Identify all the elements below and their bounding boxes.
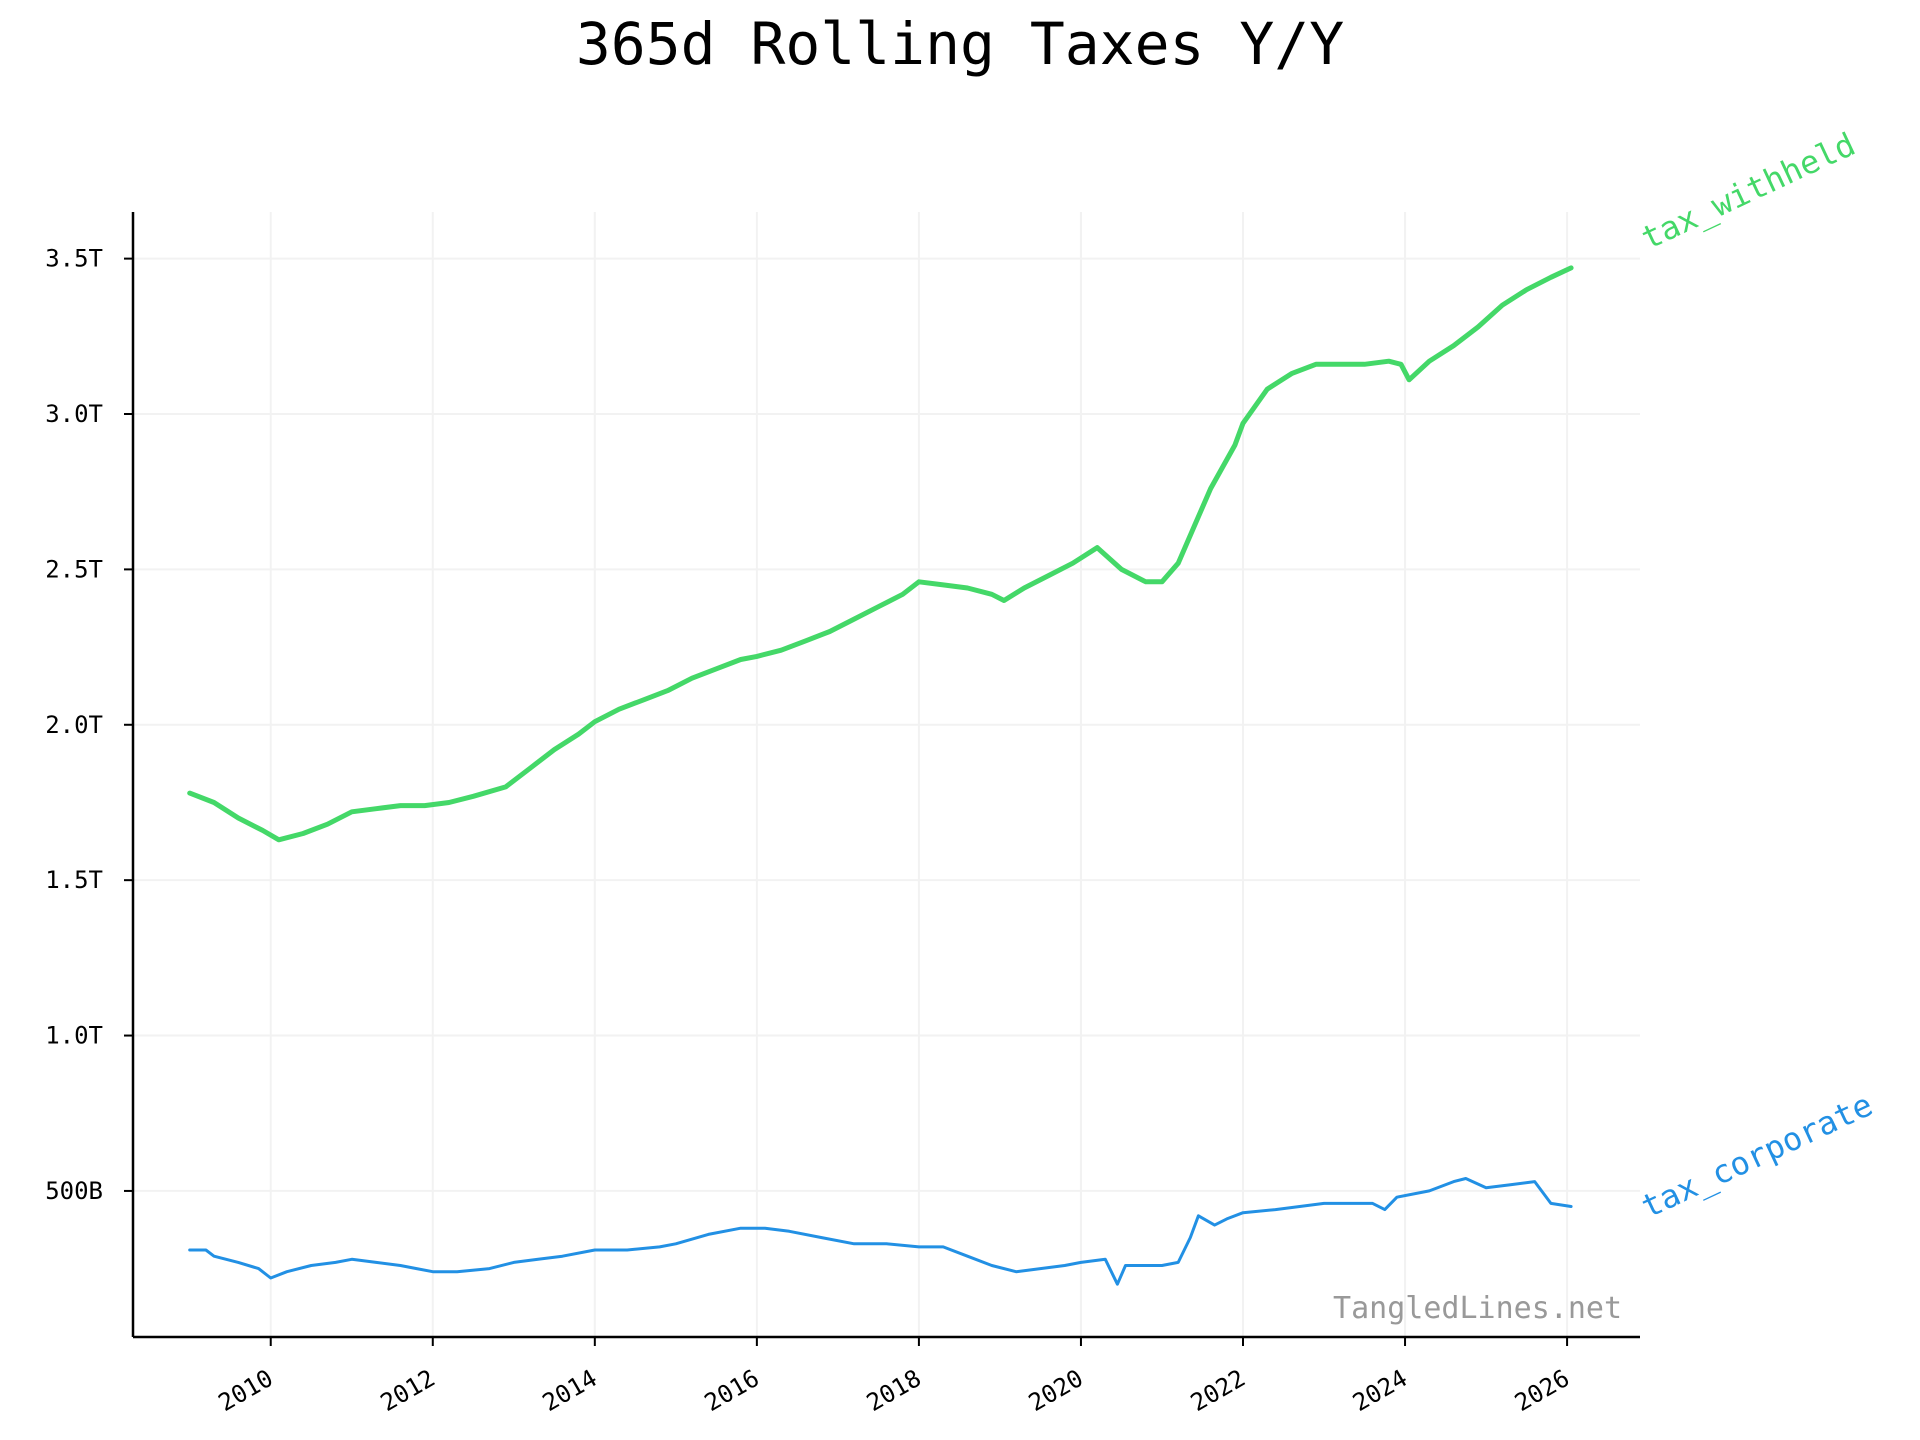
x-tick-label: 2024 bbox=[1348, 1364, 1412, 1417]
chart-title: 365d Rolling Taxes Y/Y bbox=[576, 10, 1344, 78]
grid bbox=[133, 212, 1640, 1337]
watermark: TangledLines.net bbox=[1333, 1291, 1622, 1326]
x-tick-label: 2014 bbox=[538, 1364, 602, 1417]
x-tick-label: 2022 bbox=[1186, 1364, 1250, 1417]
series-label-tax-withheld: tax_withheld bbox=[1635, 125, 1861, 257]
series-layer bbox=[187, 265, 1574, 1286]
axes bbox=[131, 212, 1640, 1339]
y-tick-label: 500B bbox=[45, 1177, 103, 1205]
x-tick-label: 2010 bbox=[214, 1364, 278, 1417]
series-labels: tax_withheld tax_corporate bbox=[1635, 125, 1878, 1226]
x-tick-label: 2026 bbox=[1510, 1364, 1574, 1417]
y-tick-label: 2.5T bbox=[45, 555, 103, 583]
y-tick-label: 1.0T bbox=[45, 1022, 103, 1050]
ticks: 2010 2012 2014 2016 2018 2020 2022 2024 2026 500B… bbox=[45, 245, 1574, 1417]
x-tick-label: 2016 bbox=[700, 1364, 764, 1417]
series-line-tax-withheld bbox=[187, 265, 1574, 843]
series-line-tax-corporate bbox=[188, 1177, 1573, 1286]
series-label-tax-corporate: tax_corporate bbox=[1635, 1085, 1878, 1225]
x-tick-label: 2020 bbox=[1024, 1364, 1088, 1417]
y-tick-label: 2.0T bbox=[45, 711, 103, 739]
y-tick-label: 3.0T bbox=[45, 400, 103, 428]
x-tick-label: 2012 bbox=[376, 1364, 440, 1417]
x-tick-label: 2018 bbox=[862, 1364, 926, 1417]
y-tick-label: 1.5T bbox=[45, 866, 103, 894]
y-tick-label: 3.5T bbox=[45, 245, 103, 273]
